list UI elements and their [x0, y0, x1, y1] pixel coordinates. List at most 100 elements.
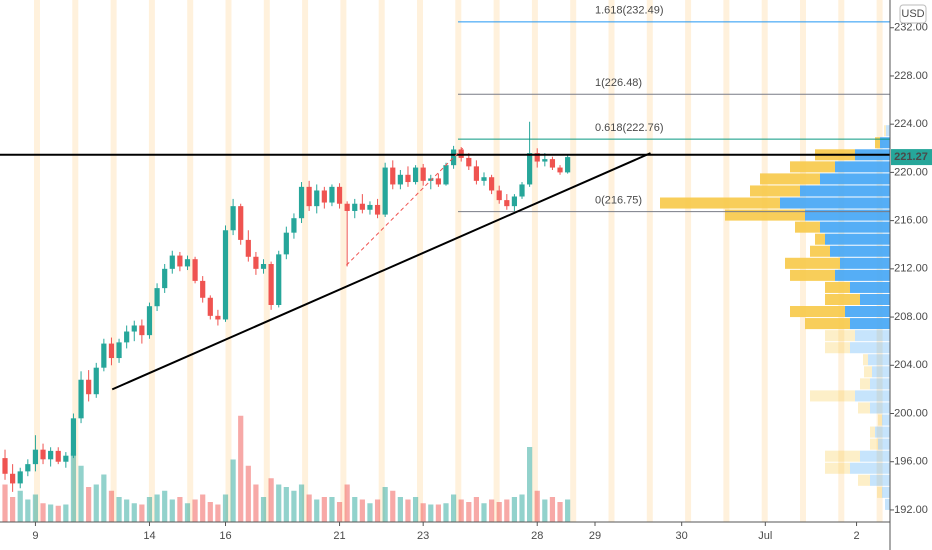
volume-bar [359, 499, 365, 522]
profile-down [810, 245, 830, 257]
session-break [761, 0, 768, 522]
candle-body [86, 379, 92, 395]
y-tick-label: 212.00 [894, 263, 928, 275]
candle-body [2, 458, 8, 474]
profile-up [845, 306, 890, 318]
candle-body [352, 203, 358, 211]
profile-up [880, 137, 890, 149]
candle-body [504, 200, 510, 207]
candle-body [48, 450, 54, 460]
candle-body [154, 288, 160, 307]
volume-bar [450, 494, 457, 522]
y-tick-label: 200.00 [894, 407, 928, 419]
candle-body [139, 325, 145, 336]
candle-body [40, 449, 46, 460]
volume-bar [139, 504, 145, 522]
y-tick-label: 196.00 [894, 456, 928, 468]
volume-profile [660, 125, 890, 510]
candle-body [63, 455, 69, 462]
profile-down [858, 402, 870, 414]
profile-up [860, 293, 890, 306]
volume-bar [215, 504, 221, 522]
profile-down [875, 137, 880, 149]
volume-bar [321, 497, 327, 522]
profile-up [882, 414, 890, 426]
profile-up [850, 342, 890, 354]
volume-bar [131, 503, 137, 522]
candle-body [116, 342, 122, 359]
volume-bar [207, 502, 213, 522]
volume-bar [481, 503, 487, 522]
volume-bar [428, 504, 434, 522]
profile-up [850, 318, 890, 330]
volume-bar [557, 502, 563, 522]
profile-up [870, 402, 890, 414]
volume-bar [101, 474, 107, 522]
volume-bar [32, 494, 39, 522]
profile-up [835, 161, 890, 173]
volume-bar [352, 497, 358, 522]
volume-bar [420, 503, 426, 522]
candle-body [17, 471, 23, 484]
profile-up [835, 269, 890, 281]
candle-body [405, 174, 411, 183]
profile-down [760, 173, 820, 185]
candle-body [101, 343, 107, 368]
profile-up [855, 390, 890, 402]
profile-down [863, 354, 868, 366]
profile-up [850, 281, 890, 293]
volume-bar [519, 494, 525, 522]
candle-body [124, 331, 130, 343]
session-break [608, 0, 615, 522]
session-break [378, 0, 385, 522]
candle-body [382, 167, 388, 215]
x-tick-label: 14 [143, 530, 155, 542]
candle-body [192, 259, 198, 281]
candle-body [215, 315, 221, 320]
profile-down [877, 486, 882, 498]
volume-bar [146, 497, 153, 522]
profile-down [725, 209, 805, 221]
volume-bar [542, 499, 548, 522]
volume-bar [291, 490, 297, 522]
volume-bar [496, 502, 502, 522]
session-break [263, 0, 270, 522]
volume-bar [336, 502, 343, 522]
session-break [531, 0, 538, 522]
last-price-tag [891, 149, 932, 166]
candle-body [458, 149, 464, 158]
candle-body [200, 280, 206, 298]
volume-bar [245, 465, 251, 522]
session-break [148, 0, 155, 522]
candle-body [496, 190, 502, 201]
volume-bar [549, 497, 556, 522]
profile-down [878, 414, 882, 426]
volume-bar [238, 415, 244, 522]
volume-bar [435, 504, 441, 522]
candle-body [374, 204, 381, 215]
profile-down [810, 390, 855, 402]
session-break [225, 0, 232, 522]
candle-body [489, 177, 495, 191]
volume-bar [93, 484, 99, 522]
profile-down [795, 221, 820, 233]
candle-body [146, 306, 153, 336]
profile-up [820, 173, 890, 185]
profile-up [882, 486, 890, 498]
profile-up [875, 426, 890, 438]
candle-body [565, 157, 571, 173]
volume-bar [298, 484, 305, 522]
last-price-label: 221.27 [894, 151, 928, 163]
session-breaks [34, 0, 883, 522]
candle-body [428, 178, 434, 181]
candle-body [238, 206, 244, 240]
profile-up [820, 221, 890, 233]
y-tick-label: 216.00 [894, 215, 928, 227]
x-tick-label: Jul [758, 530, 772, 542]
candle-body [534, 153, 540, 162]
volume-bar [124, 499, 130, 522]
profile-down [790, 161, 835, 173]
volume-bar [78, 465, 84, 522]
candle-body [473, 166, 480, 181]
